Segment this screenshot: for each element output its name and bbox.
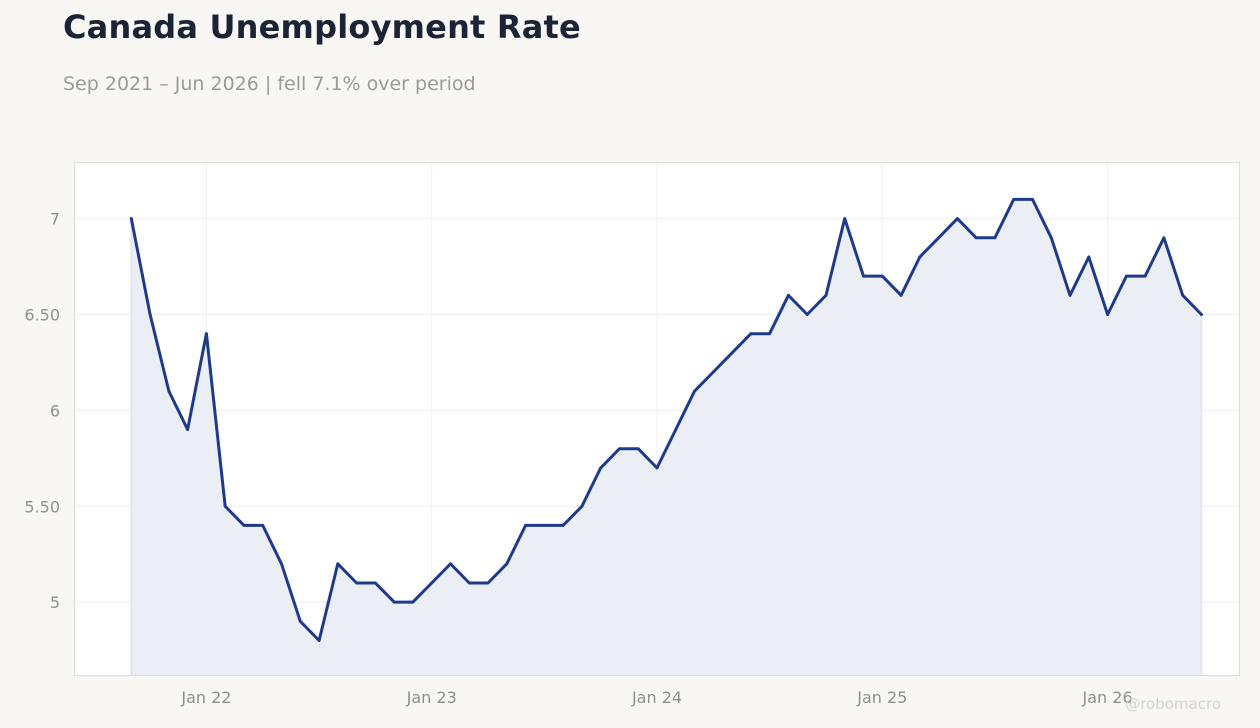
data-point	[524, 524, 527, 527]
data-point	[261, 524, 265, 527]
data-point	[674, 428, 678, 431]
data-point	[1200, 313, 1203, 316]
data-point	[167, 389, 171, 393]
data-point	[242, 524, 246, 527]
data-point	[1106, 313, 1109, 316]
data-point	[1162, 236, 1166, 240]
data-point	[711, 370, 715, 374]
data-point	[561, 524, 565, 527]
x-tick-label: Jan 26	[1082, 688, 1133, 707]
x-tick-label: Jan 23	[406, 688, 457, 707]
data-point	[205, 332, 208, 336]
data-point	[1087, 255, 1091, 259]
data-point	[336, 562, 340, 566]
data-point	[955, 217, 959, 221]
data-point	[618, 447, 621, 451]
y-axis: 5 5.50 6 6.50 7	[24, 210, 60, 613]
data-point	[693, 389, 696, 393]
data-point	[599, 466, 603, 470]
data-point	[636, 447, 640, 451]
x-tick-label: Jan 25	[856, 688, 907, 707]
data-point	[1068, 293, 1072, 297]
data-point	[787, 293, 790, 297]
x-axis: Jan 22 Jan 23 Jan 24 Jan 25 Jan 26	[180, 688, 1132, 707]
y-tick-label: 5	[50, 593, 60, 612]
y-tick-label: 5.50	[24, 497, 60, 516]
data-point	[467, 581, 471, 585]
data-point	[974, 236, 978, 240]
data-point	[1181, 293, 1185, 297]
data-point	[805, 313, 809, 316]
data-point	[148, 313, 152, 316]
data-point	[355, 581, 359, 585]
data-point	[392, 600, 396, 604]
data-point	[411, 600, 415, 604]
watermark: @robomacro	[1125, 695, 1221, 713]
data-point	[1124, 274, 1128, 278]
data-point	[486, 581, 490, 585]
data-point	[768, 332, 772, 336]
chart-title: Canada Unemployment Rate	[63, 8, 581, 46]
y-tick-label: 6.50	[24, 305, 60, 324]
data-point	[373, 581, 377, 585]
data-point	[505, 562, 509, 566]
data-point	[730, 351, 734, 355]
area-fill	[131, 199, 1202, 675]
data-point	[1012, 198, 1016, 201]
data-point	[1049, 236, 1053, 240]
data-point	[918, 255, 922, 259]
y-tick-label: 6	[50, 401, 60, 420]
data-point	[749, 332, 753, 336]
data-point	[298, 619, 302, 623]
data-point	[129, 217, 133, 221]
data-point	[824, 293, 828, 297]
data-point	[843, 217, 847, 221]
data-point	[317, 639, 321, 642]
data-point	[280, 562, 283, 566]
data-point	[223, 504, 227, 508]
data-point	[880, 274, 884, 278]
data-point	[542, 524, 546, 527]
data-point	[1031, 198, 1034, 201]
y-tick-label: 7	[50, 210, 60, 229]
area-layer	[129, 197, 1203, 675]
data-point	[430, 581, 434, 585]
series-line	[129, 197, 1203, 642]
data-point	[449, 562, 452, 566]
x-tick-label: Jan 24	[631, 688, 682, 707]
x-tick-label: Jan 22	[180, 688, 231, 707]
data-point	[580, 504, 584, 508]
data-point	[1143, 274, 1147, 278]
data-point	[655, 466, 659, 470]
chart-subtitle: Sep 2021 – Jun 2026 | fell 7.1% over per…	[63, 73, 476, 95]
data-point	[186, 428, 190, 431]
data-point	[899, 293, 903, 297]
data-point	[993, 236, 997, 240]
data-point	[862, 274, 865, 278]
data-point	[937, 236, 941, 240]
